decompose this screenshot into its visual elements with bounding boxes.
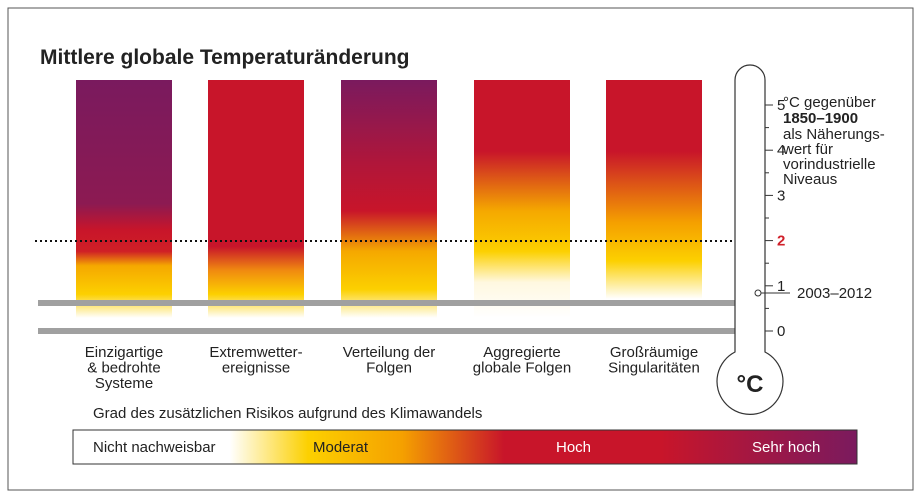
category-label: ereignisse bbox=[222, 360, 290, 377]
category-label: Folgen bbox=[366, 360, 412, 377]
reference-text: Niveaus bbox=[783, 171, 837, 188]
reference-text: °C gegenüber bbox=[783, 94, 876, 111]
title: Mittlere globale Temperaturänderung bbox=[40, 46, 410, 69]
ember-bar bbox=[76, 80, 172, 318]
legend-label: Moderat bbox=[313, 439, 369, 456]
tick-label: 0 bbox=[777, 323, 785, 340]
category-label: globale Folgen bbox=[473, 360, 571, 377]
reference-bold: 1850–1900 bbox=[783, 110, 858, 127]
category-label: Einzigartige bbox=[85, 344, 163, 361]
category-label: & bedrohte bbox=[87, 360, 160, 377]
ember-bar bbox=[474, 80, 570, 318]
tick-label: 2 bbox=[777, 233, 785, 250]
ember-bar bbox=[208, 80, 304, 318]
tick-label: 3 bbox=[777, 187, 785, 204]
category-label: Verteilung der bbox=[343, 344, 436, 361]
thermometer bbox=[716, 64, 784, 415]
category-label: Aggregierte bbox=[483, 344, 561, 361]
ember-bar bbox=[341, 80, 437, 318]
tick-label: 5 bbox=[777, 97, 785, 114]
period-marker bbox=[754, 289, 762, 297]
unit: °C bbox=[737, 371, 764, 398]
tick-label: 1 bbox=[777, 278, 785, 295]
category-label: Extremwetter- bbox=[209, 344, 302, 361]
category-label: Singularitäten bbox=[608, 360, 700, 377]
reference-text: wert für bbox=[782, 141, 833, 158]
legend-label: Nicht nachweisbar bbox=[93, 439, 216, 456]
legend-bar bbox=[72, 429, 858, 465]
reference-text: vorindustrielle bbox=[783, 156, 876, 173]
category-label: Großräumige bbox=[610, 344, 698, 361]
legend-label: Hoch bbox=[556, 439, 591, 456]
category-label: Systeme bbox=[95, 375, 153, 392]
legend-label: Sehr hoch bbox=[752, 439, 820, 456]
legend-title: Grad des zusätzlichen Risikos aufgrund d… bbox=[93, 405, 482, 422]
period-label: 2003–2012 bbox=[797, 285, 872, 302]
reference-text: als Näherungs- bbox=[783, 126, 885, 143]
ember-bar bbox=[606, 80, 702, 318]
tick-label: 4 bbox=[777, 142, 785, 159]
frame bbox=[7, 7, 914, 491]
